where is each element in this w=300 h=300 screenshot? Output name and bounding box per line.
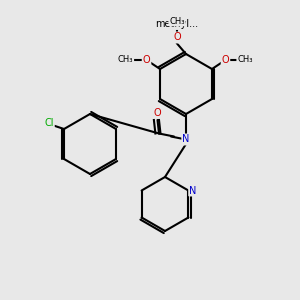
- Text: O: O: [143, 55, 150, 65]
- Text: CH₃: CH₃: [118, 56, 133, 64]
- Text: O: O: [222, 55, 229, 65]
- Text: CH₃: CH₃: [237, 56, 253, 64]
- Text: methyl...: methyl...: [155, 19, 199, 29]
- Text: O: O: [173, 32, 181, 43]
- Text: N: N: [189, 185, 197, 196]
- Text: O: O: [154, 107, 161, 118]
- Text: N: N: [182, 134, 190, 145]
- Text: CH₃: CH₃: [169, 16, 185, 26]
- Text: Cl: Cl: [44, 118, 54, 128]
